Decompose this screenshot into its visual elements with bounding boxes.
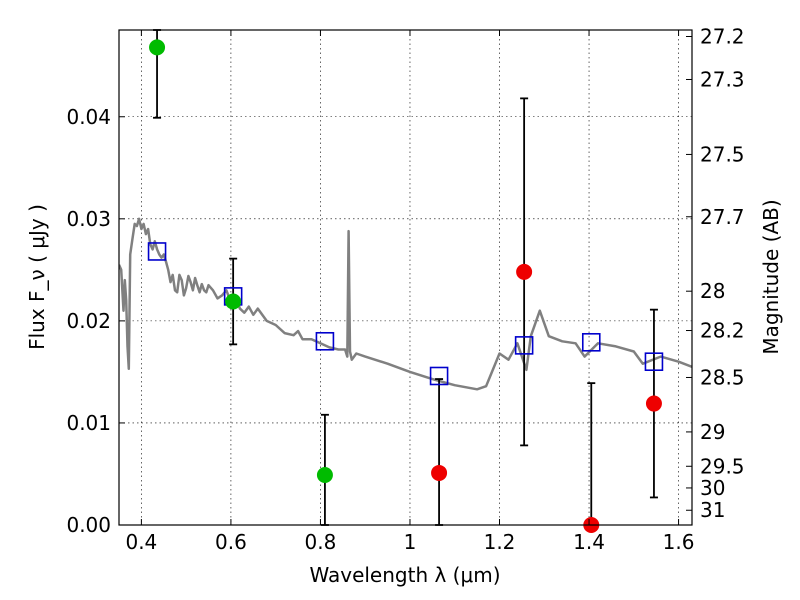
y-tick-label: 0.02 xyxy=(66,309,111,333)
model-photometry-point xyxy=(429,366,449,386)
x-tick-label: 1.4 xyxy=(573,530,605,554)
y-tick-label: 0.03 xyxy=(66,207,111,231)
x-tick-label: 0.8 xyxy=(305,530,337,554)
model-photometry-point xyxy=(644,352,664,372)
right-tick-label: 27.3 xyxy=(700,67,745,91)
x-tick-label: 1.6 xyxy=(663,530,695,554)
y-tick-label: 0.00 xyxy=(66,513,111,537)
x-tick-label: 1 xyxy=(404,530,417,554)
observed-point xyxy=(225,293,242,310)
right-tick-label: 31 xyxy=(700,498,725,522)
model-photometry-point xyxy=(581,333,601,352)
x-tick-label: 0.4 xyxy=(125,530,157,554)
observed-point xyxy=(316,466,333,483)
observed-point xyxy=(149,39,166,56)
observed-point xyxy=(516,263,533,280)
observed-point xyxy=(645,395,662,412)
right-tick-label: 28.2 xyxy=(700,319,745,343)
right-tick-label: 30 xyxy=(700,476,725,500)
right-tick-label: 29 xyxy=(700,420,725,444)
y-axis-label: Flux F_ν ( μJy ) xyxy=(25,204,49,350)
right-axis-label: Magnitude (AB) xyxy=(759,199,783,354)
right-tick-label: 27.7 xyxy=(700,205,745,229)
x-axis-label: Wavelength λ (μm) xyxy=(309,563,500,587)
ticks: 0.4 0.6 0.8 1 1.2 1.4 1.6 0.00 0.01 0.02 0.03 0.04 2… xyxy=(66,25,744,554)
plot-frame xyxy=(118,29,693,526)
observed-point xyxy=(431,464,448,481)
plot-area xyxy=(119,30,692,525)
markers xyxy=(147,39,664,533)
right-tick-label: 27.2 xyxy=(700,25,745,49)
y-tick-label: 0.01 xyxy=(66,411,111,435)
right-tick-label: 28 xyxy=(700,279,725,303)
right-tick-label: 28.5 xyxy=(700,365,745,389)
model-photometry-point xyxy=(315,331,335,351)
model-photometry-point xyxy=(514,336,534,355)
y-tick-label: 0.04 xyxy=(66,105,111,129)
right-tick-label: 27.5 xyxy=(700,142,745,166)
x-tick-label: 0.6 xyxy=(215,530,247,554)
right-tick-label: 29.5 xyxy=(700,454,745,478)
x-tick-label: 1.2 xyxy=(484,530,516,554)
model-photometry-point xyxy=(147,242,167,261)
